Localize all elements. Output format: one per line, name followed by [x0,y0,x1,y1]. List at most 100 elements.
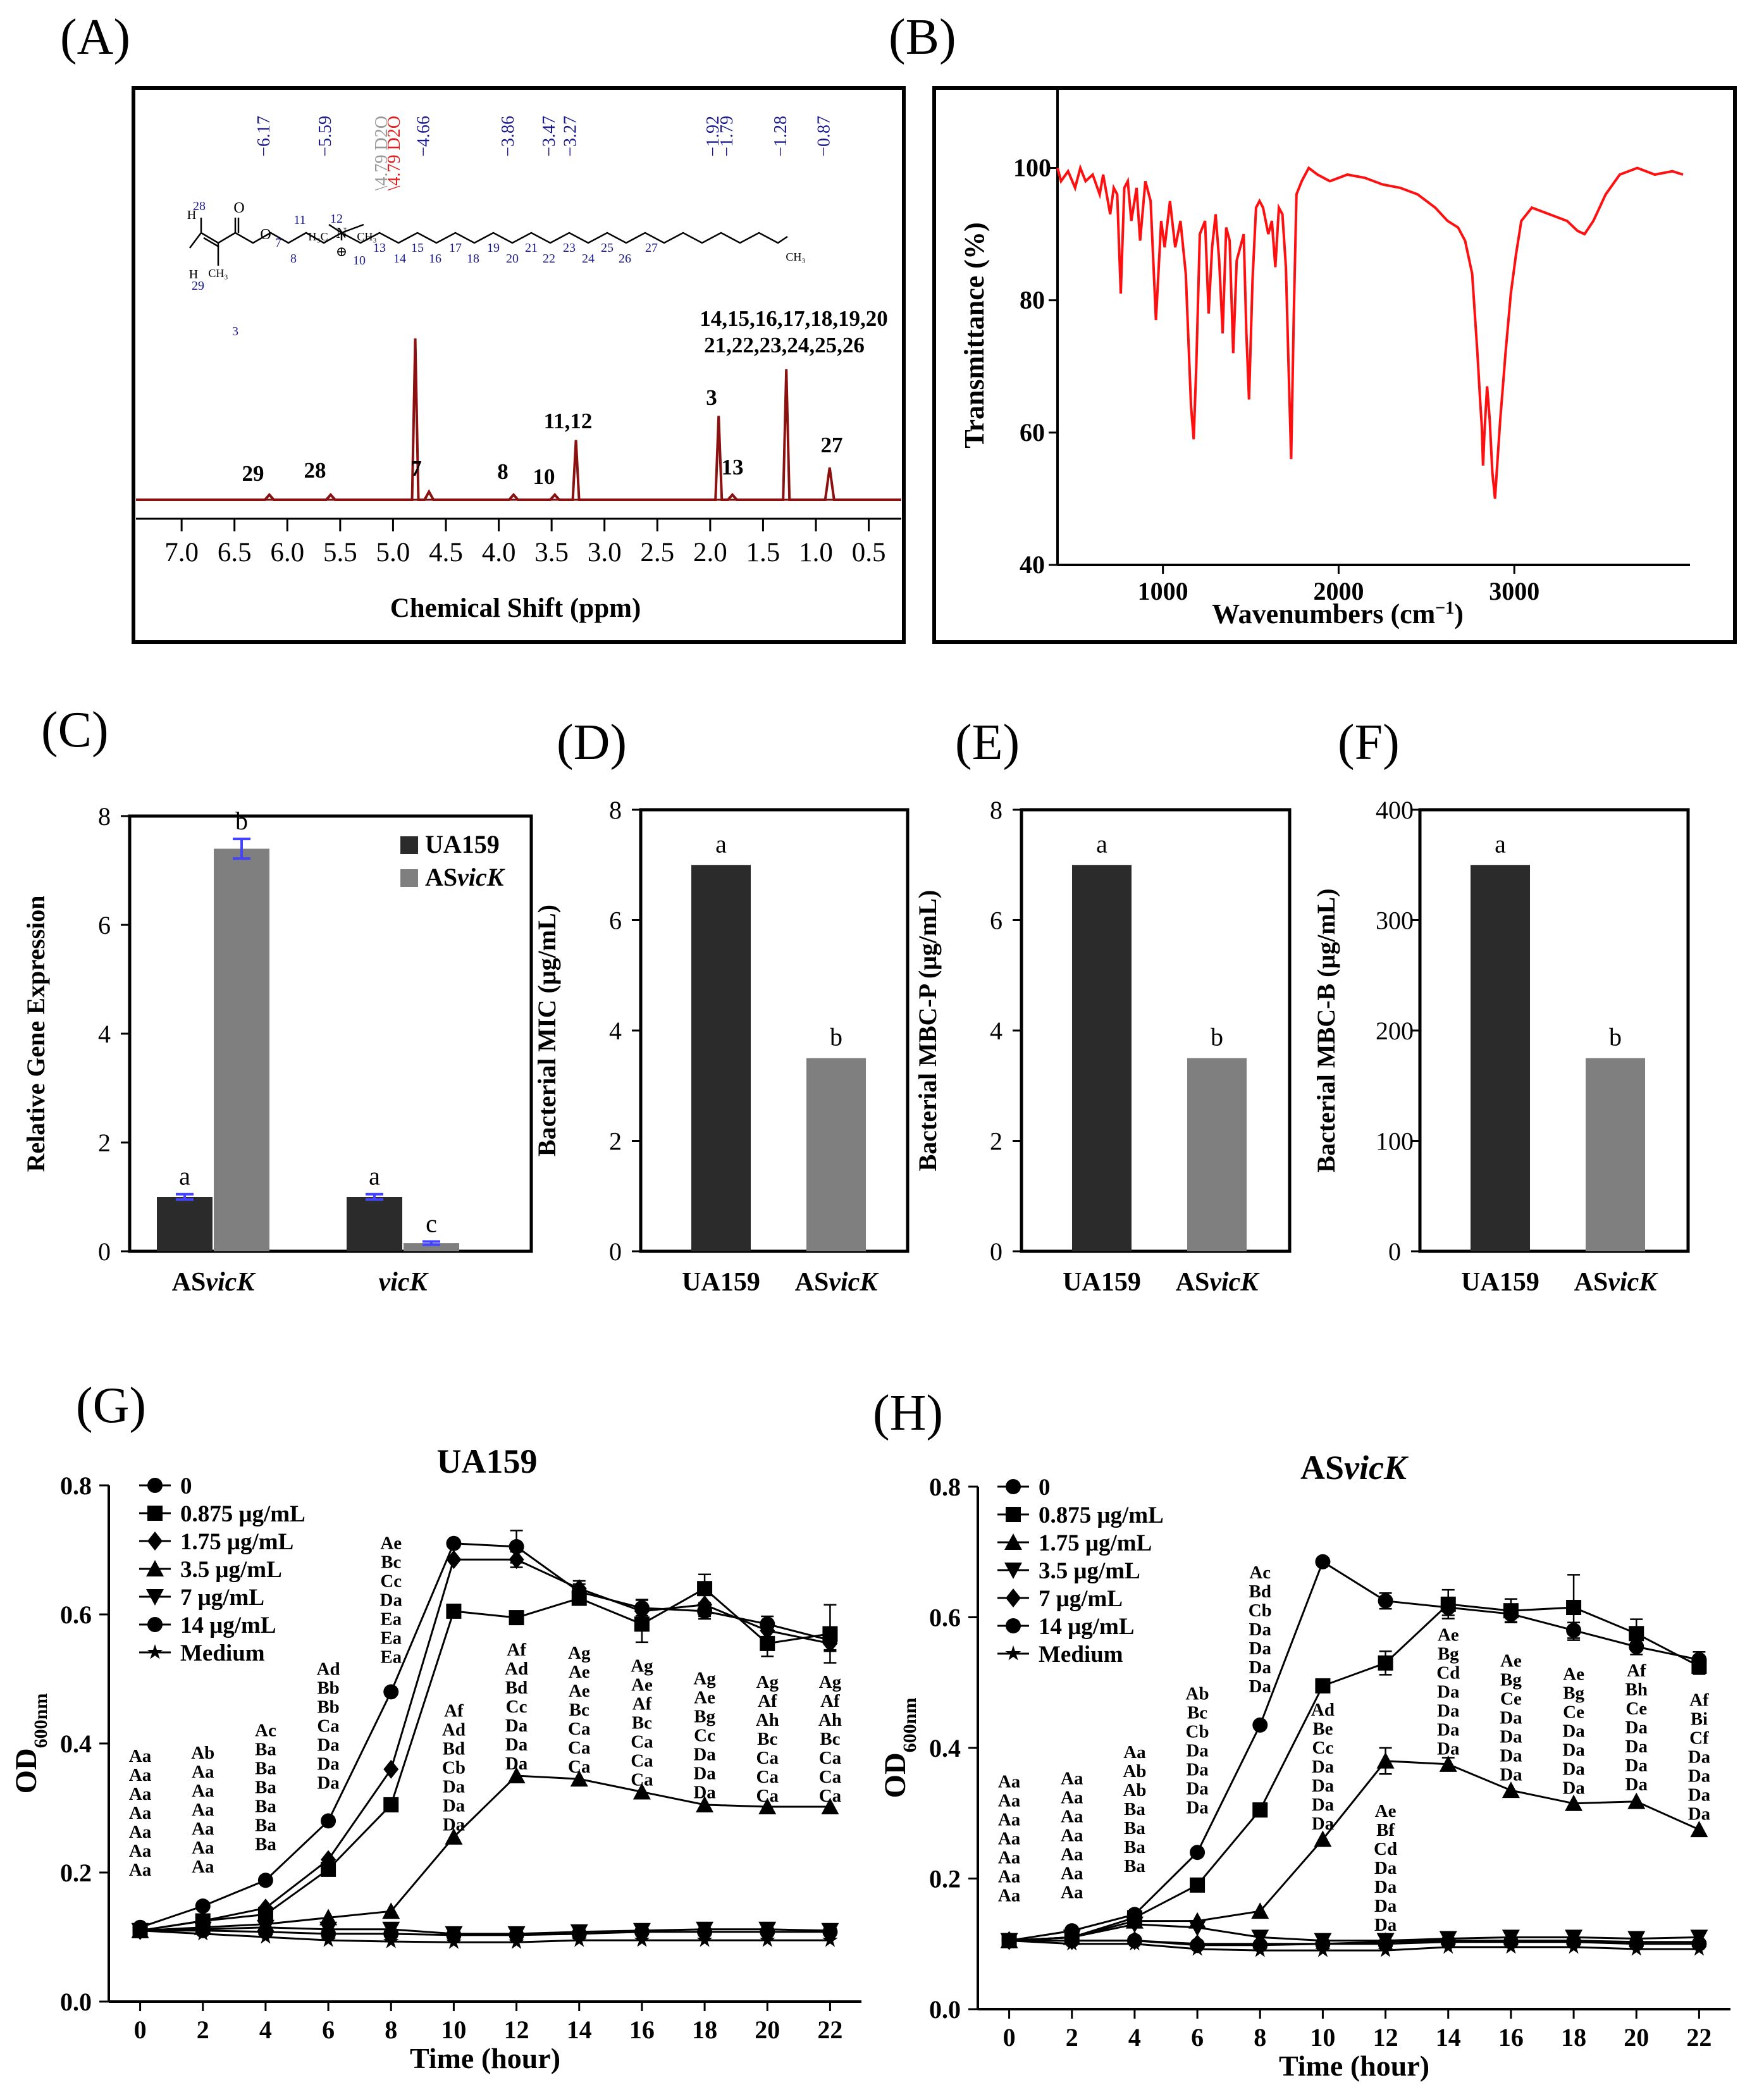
nmr-shift-label: −3.86 [498,116,518,157]
growth-ua159-x-tick-label: 2 [197,2015,209,2044]
significance-letters: Aa [998,1810,1021,1830]
nmr-peak-label: 11,12 [544,409,593,433]
data-point [195,1898,211,1914]
nmr-x-tick-label: 4.0 [482,538,516,567]
nmr-peak-label: 3 [706,385,717,410]
mic-chart-y-tick-label: 4 [609,1017,622,1045]
text-span: Wavenumbers (cm [1212,598,1435,629]
data-point [1252,1717,1268,1733]
mbc-b-chart-frame [1418,808,1690,1253]
significance-letters: Da [1312,1814,1335,1834]
text-span: OD [9,1748,43,1793]
ftir-y-tick-label: 60 [1020,418,1045,447]
nmr-x-tick-label: 6.0 [270,538,304,567]
text-span: UA159 [1461,1268,1539,1297]
growth-ua159-x-tick-label: 18 [692,2015,717,2044]
data-point [1315,1554,1331,1570]
growth-ua159-x-tick-label: 10 [441,2015,466,2044]
molecule-atom-number: H [187,208,196,222]
mic-chart-y-tick-label: 6 [609,907,622,935]
significance-letters: Bd [505,1678,527,1698]
significance-letters: Da [1625,1718,1648,1738]
legend-label: Medium [180,1640,265,1666]
significance-letters: Da [1249,1676,1272,1697]
text-span: UA159 [425,830,500,858]
bar-category-label: ASvicK [1176,1268,1261,1297]
data-point [1629,1626,1644,1642]
data-point [1252,1802,1268,1818]
significance-letters: Bi [1691,1709,1708,1730]
mbc-p-chart-frame [1020,808,1292,1253]
text-span: UA159 [1063,1268,1141,1297]
data-point [1188,1919,1207,1936]
significance-letters: Ce [1625,1699,1647,1719]
data-point [146,1589,164,1606]
significance-letters: Ae [1500,1651,1522,1671]
growth-ua159-x-tick-label: 6 [322,2015,335,2044]
molecule-atom-number: 12 [330,212,343,226]
growth-asvick-x-tick-label: 2 [1066,2023,1078,2052]
series-line [140,1929,830,1943]
text-span: AS [795,1268,829,1297]
nmr-shift-label: \4.79 D2O [372,116,392,190]
nmr-shift-label: \4.79 D2O [385,116,404,190]
bar-letter: a [715,829,727,858]
legend-label: 3.5 μg/mL [1039,1558,1140,1584]
significance-letters: Ba [255,1777,276,1797]
molecule-atom-number: 15 [411,241,424,255]
gene-expression-chart-y-tick-label: 0 [98,1237,111,1266]
data-point [697,1924,713,1940]
significance-letters: Bc [757,1729,777,1749]
data-point [1315,1942,1331,1957]
growth-ua159-y-title: OD600nm [9,1693,51,1794]
data-point [1502,1781,1520,1799]
bar-category-label: ASvicK [172,1268,257,1297]
data-point [1006,1618,1021,1633]
significance-letters: Bb [317,1697,339,1717]
growth-ua159-x-tick-label: 4 [259,2015,272,2044]
significance-letters: Ad [1311,1700,1335,1720]
significance-letters: Ag [756,1672,779,1692]
text-span: vicK [379,1268,429,1297]
data-point [195,1925,211,1941]
significance-letters: Da [1500,1727,1522,1747]
significance-letters: Ba [255,1834,276,1854]
molecule-atom-number: 16 [429,252,441,266]
data-point [1378,1942,1393,1957]
molecule-atom-number: H [189,268,198,282]
significance-letters: Be [1312,1719,1333,1739]
significance-letters: Aa [1123,1742,1146,1762]
molecule-atom-number: 25 [601,241,614,255]
legend-label: 1.75 μg/mL [1039,1530,1152,1556]
nmr-peak-label: 8 [497,459,509,484]
significance-letters: Ab [1123,1780,1146,1800]
data-point [147,1506,163,1521]
significance-letters: Da [1625,1774,1648,1795]
significance-letters: Aa [129,1841,152,1861]
nmr-shift-label: −1.79 [717,116,737,157]
legend-label: 7 μg/mL [180,1585,264,1611]
significance-letters: Da [1249,1619,1272,1640]
nmr-peak-label: 14,15,16,17,18,19,20 [700,306,888,331]
significance-letters: Da [1688,1804,1711,1824]
mbc-p-chart-y-title: Bacterial MBC-P (μg/mL) [913,890,942,1172]
significance-letters: Aa [1061,1768,1083,1788]
significance-letters: Af [758,1691,777,1711]
growth-asvick-y-title: OD600nm [879,1698,920,1799]
significance-letters: Ea [380,1609,402,1630]
significance-letters: Ba [1124,1799,1145,1819]
growth-asvick: 0.0 0.2 0.4 0.6 0.8 0 2 4 6 8 10 12 14 16 18 20 22 Time (… [879,1449,1730,2082]
molecule-atom-number: 29 [192,279,204,293]
nmr-shift-label: −6.17 [254,116,274,157]
data-point [1440,1938,1457,1954]
significance-letters: Da [317,1754,340,1774]
molecule-atom-number: 19 [487,241,500,255]
significance-letters: Cc [506,1697,527,1717]
growth-ua159-y-tick-label: 0.4 [60,1730,92,1758]
panel-label-H: (H) [873,1385,943,1441]
mbc-p-chart-y-tick-label: 4 [990,1017,1002,1045]
data-point [321,1850,336,1869]
legend-label: 0.875 μg/mL [180,1501,305,1527]
significance-letters: Aa [998,1886,1021,1906]
significance-letters: Da [1688,1785,1711,1805]
